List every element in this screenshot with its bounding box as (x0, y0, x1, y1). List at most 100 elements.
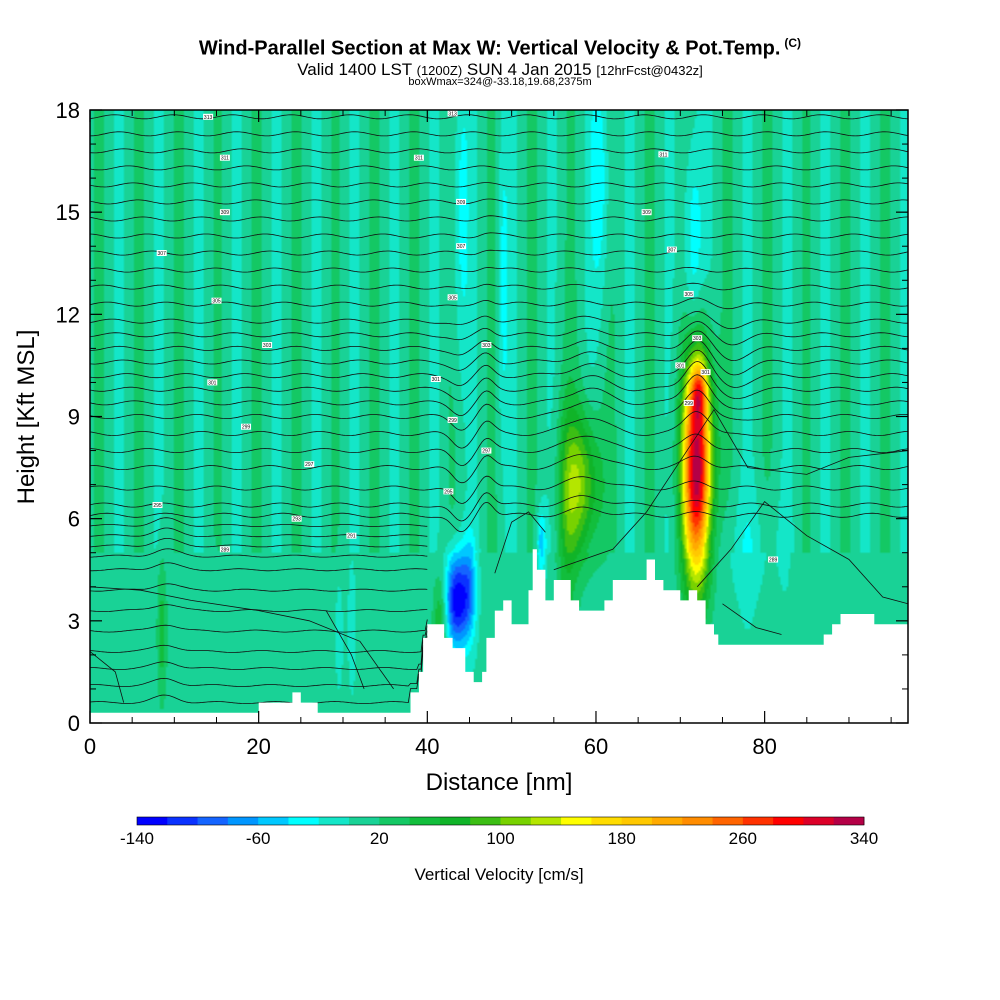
isentrope-line (90, 517, 428, 527)
y-tick-label: 18 (56, 98, 80, 123)
isentrope-line (90, 374, 908, 417)
colorbar-swatch (137, 817, 168, 825)
colorbar-swatch (288, 817, 320, 825)
isentrope-label-bg (211, 297, 222, 304)
isentrope-line (494, 511, 546, 574)
subtitle-utc: (1200Z) (416, 63, 463, 78)
isentrope-line (90, 266, 908, 273)
isentrope-line (90, 635, 428, 688)
colorbar-label: 100 (486, 829, 514, 848)
isentrope-line (90, 475, 908, 504)
x-axis-title: Distance [nm] (426, 769, 573, 796)
isentrope-line (90, 411, 908, 449)
isentrope-line (90, 148, 908, 154)
y-tick-label: 12 (56, 302, 80, 327)
x-tick-label: 40 (415, 734, 439, 759)
isentrope-label-bg (447, 416, 458, 423)
isentrope-label-bg (641, 209, 652, 216)
isentrope-line (696, 501, 908, 605)
isentrope-label-bg (768, 556, 779, 563)
isentrope-line (90, 492, 908, 522)
axes: 0 20 40 60 80 0 3 6 9 12 15 18 (56, 98, 908, 759)
isentrope-label: 303 (482, 343, 491, 349)
colorbar-swatch (349, 817, 380, 825)
isentrope-label-bg (700, 369, 711, 376)
isentrope-label-bg (346, 532, 357, 539)
colorbar-swatch (621, 817, 653, 825)
isentrope-label-bg (430, 376, 441, 382)
isentrope-line (90, 586, 394, 690)
isentrope-label-bg (481, 447, 492, 454)
colorbar-swatch (379, 817, 411, 825)
colorbar-swatch (742, 817, 774, 825)
isentrope-line (90, 321, 908, 346)
isentrope-line (90, 182, 908, 188)
isentrope-label-bg (443, 488, 454, 495)
subtitle-date: SUN 4 Jan 2015 (466, 60, 592, 79)
colorbar-swatch (227, 817, 259, 825)
colorbar-swatch (470, 817, 501, 825)
colorbar-swatch (561, 817, 592, 825)
isentrope-line (90, 501, 908, 533)
isentrope-label-bg (666, 246, 677, 253)
isentrope-line (90, 311, 908, 330)
isentrope-label: 305 (685, 292, 694, 298)
isentrope-label: 311 (221, 156, 229, 162)
isentrope-line (90, 538, 428, 548)
isentrope-label-bg (241, 423, 251, 430)
colorbar-swatch (773, 817, 804, 825)
isentrope-line (90, 625, 428, 653)
colorbar-frame (136, 816, 865, 826)
isentrope-label: 295 (153, 503, 162, 509)
isentrope-label: 307 (158, 251, 167, 257)
colorbar-label: -60 (246, 829, 271, 848)
isentrope-line (90, 297, 908, 310)
y-axis-title: Height [Kft MSL] (13, 330, 40, 505)
x-tick-label: 60 (584, 734, 608, 759)
isentrope-label-bg (156, 250, 167, 256)
y-tick-label: 3 (68, 609, 80, 634)
isentrope-line (90, 361, 908, 401)
colorbar-swatch (682, 817, 713, 825)
isentrope-label: 293 (292, 517, 301, 523)
isentrope-label: 311 (659, 152, 667, 158)
isentrope-line (90, 349, 908, 388)
isentrope-label: 289 (769, 558, 778, 564)
isentrope-line (90, 454, 908, 484)
isentrope-label: 301 (701, 370, 710, 376)
colorbar-swatch (318, 817, 350, 825)
isentrope-label: 305 (448, 295, 457, 301)
isentrope-label-bg (456, 243, 467, 250)
isentrope-label: 301 (676, 363, 685, 369)
isentrope-label-bg (413, 154, 424, 161)
colorbar-label: 340 (850, 829, 878, 848)
colorbar-swatch (197, 817, 229, 825)
x-tick-label: 80 (752, 734, 776, 759)
isentrope-line (90, 232, 908, 239)
isentrope-label: 289 (221, 547, 230, 553)
isentrope-line (90, 630, 428, 670)
isentrope-label: 301 (208, 380, 217, 386)
isentrope-line (90, 527, 428, 538)
isentrope-label-bg (203, 113, 214, 120)
isentrope-label-bg (304, 461, 315, 468)
isentrope-label-bg (219, 209, 230, 216)
isentrope-label-bg (447, 110, 458, 117)
isentrope-line (90, 548, 428, 558)
isentrope-line (90, 433, 908, 466)
chart-info-line: boxWmax=324@-33.18,19.68,2375m (408, 76, 592, 88)
y-tick-label: 9 (68, 405, 80, 430)
isentrope-label-bg (219, 546, 230, 553)
terrain-polygon (90, 549, 908, 723)
isentrope-label-bg (658, 151, 669, 158)
y-tick-label: 15 (56, 200, 80, 225)
subtitle-forecast: [12hrFcst@0432z] (596, 63, 703, 78)
isentrope-label-bg (683, 290, 694, 297)
colorbar: -140 -60 20 100 180 260 340 (120, 816, 878, 848)
isentrope-labels: 313 313 311 311 311 309 309 309 307 307 307 305 305 3… (152, 110, 779, 564)
isentrope-label: 301 (432, 377, 441, 383)
colorbar-label: -140 (120, 829, 154, 848)
isentrope-line (90, 330, 908, 362)
x-tick-label: 0 (84, 734, 96, 759)
isentrope-line (90, 198, 908, 205)
